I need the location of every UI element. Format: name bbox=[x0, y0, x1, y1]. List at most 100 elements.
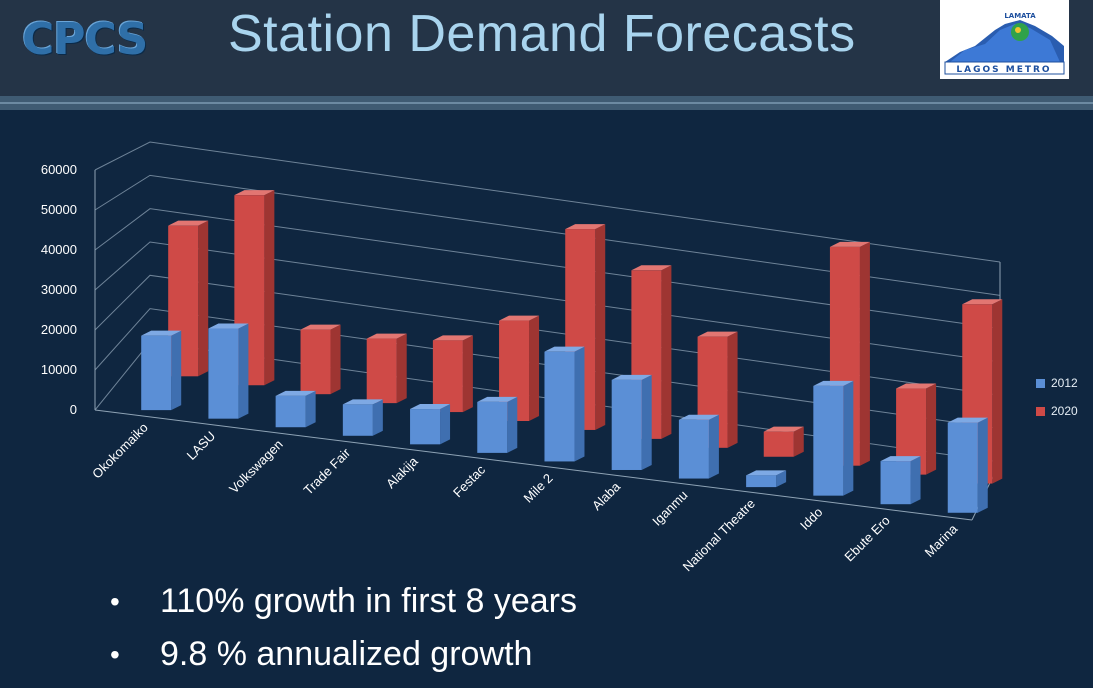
bullet-dot: • bbox=[110, 639, 120, 670]
bar-top-2012 bbox=[410, 404, 451, 410]
bar-side-2020 bbox=[926, 383, 937, 475]
bar-top-2020 bbox=[499, 315, 540, 321]
bar-side-2012 bbox=[372, 399, 383, 436]
bar-side-2020 bbox=[330, 324, 341, 395]
bar-top-2012 bbox=[544, 346, 585, 352]
bar-side-2012 bbox=[776, 470, 787, 488]
bar-side-2020 bbox=[992, 299, 1003, 484]
bar-top-2020 bbox=[829, 241, 870, 247]
bar-side-2012 bbox=[238, 323, 249, 419]
bar-top-2020 bbox=[697, 331, 738, 337]
y-tick-label: 0 bbox=[70, 402, 77, 417]
bar-top-2012 bbox=[880, 456, 921, 462]
bar-top-2012 bbox=[342, 399, 383, 405]
chart-svg: 0 10000 20000 30000 40000 50000 60000 Okokomaik… bbox=[41, 141, 1003, 574]
x-tick-label: Alakija bbox=[383, 453, 421, 491]
bar-side-2012 bbox=[708, 414, 719, 479]
bar-2020 bbox=[763, 431, 794, 457]
bar-top-2020 bbox=[432, 335, 473, 341]
bar-top-2020 bbox=[234, 190, 275, 196]
x-tick-label: Okokomaiko bbox=[89, 420, 151, 482]
bar-top-2020 bbox=[962, 299, 1003, 305]
bar-2012 bbox=[477, 401, 508, 453]
x-tick-label: Festac bbox=[450, 462, 489, 501]
bar-top-2012 bbox=[813, 380, 854, 386]
bar-side-2012 bbox=[305, 390, 316, 428]
bar-2012 bbox=[544, 351, 575, 462]
y-tick-label: 30000 bbox=[41, 282, 77, 297]
bar-2012 bbox=[611, 379, 642, 470]
bar-2012 bbox=[813, 385, 844, 496]
header-bar: CPCS Station Demand Forecasts LAMATA LAG… bbox=[0, 0, 1093, 96]
bar-top-2020 bbox=[896, 383, 937, 389]
gridline bbox=[94, 241, 1001, 363]
bullet-dot: • bbox=[110, 586, 120, 617]
bar-2012 bbox=[746, 475, 777, 488]
y-tick-label: 50000 bbox=[41, 202, 77, 217]
legend-item-2020: 2020 bbox=[1036, 404, 1078, 418]
bar-side-2020 bbox=[198, 220, 209, 377]
page-title: Station Demand Forecasts bbox=[228, 5, 856, 63]
bar-2012 bbox=[141, 335, 172, 411]
y-tick-label: 40000 bbox=[41, 242, 77, 257]
y-tick-label: 10000 bbox=[41, 362, 77, 377]
bar-side-2012 bbox=[507, 396, 518, 453]
chart: 0 10000 20000 30000 40000 50000 60000 Okokomaik… bbox=[0, 110, 1093, 580]
bar-2012 bbox=[275, 395, 306, 428]
bar-top-2020 bbox=[300, 324, 341, 330]
legend-swatch-2012 bbox=[1036, 379, 1045, 388]
bar-top-2012 bbox=[275, 390, 316, 396]
x-tick-label: Mile 2 bbox=[520, 471, 555, 506]
bar-2020 bbox=[300, 329, 331, 395]
x-tick-label: Trade Fair bbox=[301, 445, 354, 498]
x-tick-label: Iddo bbox=[797, 504, 826, 533]
bar-2020 bbox=[432, 340, 463, 413]
bar-top-2020 bbox=[763, 426, 804, 432]
x-tick-label: National Theatre bbox=[680, 496, 758, 574]
bar-side-2020 bbox=[264, 190, 275, 386]
bar-2012 bbox=[410, 409, 441, 445]
bar-side-2012 bbox=[641, 374, 652, 470]
lagos-metro-logo: LAMATA LAGOS METRO bbox=[940, 0, 1069, 79]
bar-2012 bbox=[678, 419, 709, 479]
bar-side-2012 bbox=[910, 456, 921, 505]
bar-side-2012 bbox=[977, 417, 988, 513]
bar-side-2012 bbox=[440, 404, 451, 445]
bar-side-2020 bbox=[529, 315, 540, 422]
gridline bbox=[94, 208, 1001, 330]
legend-swatch-2020 bbox=[1036, 407, 1045, 416]
gridline bbox=[94, 141, 1001, 263]
x-tick-label: LASU bbox=[184, 428, 219, 463]
bar-side-2020 bbox=[661, 265, 672, 439]
legend-label-2020: 2020 bbox=[1051, 404, 1078, 418]
header-stripe-line bbox=[0, 102, 1093, 104]
gridline bbox=[94, 174, 1001, 296]
bar-side-2012 bbox=[171, 330, 182, 411]
bullet-item: • 9.8 % annualized growth bbox=[110, 635, 1010, 688]
bar-top-2012 bbox=[477, 396, 518, 402]
bar-top-2020 bbox=[168, 220, 209, 226]
bar-2012 bbox=[342, 404, 373, 436]
bar-side-2012 bbox=[843, 380, 854, 496]
bullet-item: • 110% growth in first 8 years bbox=[110, 582, 1010, 635]
bar-top-2012 bbox=[208, 323, 249, 329]
bar-2012 bbox=[208, 328, 239, 419]
bar-top-2012 bbox=[678, 414, 719, 420]
bar-top-2020 bbox=[366, 333, 407, 339]
legend-item-2012: 2012 bbox=[1036, 376, 1078, 390]
logo-label: LAGOS METRO bbox=[956, 65, 1051, 75]
y-tick-label: 60000 bbox=[41, 162, 77, 177]
x-tick-label: Volkswagen bbox=[226, 437, 286, 497]
bar-side-2020 bbox=[595, 224, 606, 430]
x-tick-label: Ebute Ero bbox=[841, 513, 892, 564]
bar-2012 bbox=[880, 461, 911, 505]
bar-top-2012 bbox=[611, 374, 652, 380]
y-tick-label: 20000 bbox=[41, 322, 77, 337]
x-tick-label: Alaba bbox=[589, 478, 624, 513]
bar-side-2020 bbox=[727, 331, 738, 448]
bar-side-2020 bbox=[859, 241, 870, 466]
logo-arc-text: LAMATA bbox=[1004, 12, 1036, 20]
cpcs-logo: CPCS bbox=[22, 14, 148, 65]
x-tick-label: Marina bbox=[922, 521, 961, 560]
bullet-list: • 110% growth in first 8 years • 9.8 % a… bbox=[110, 582, 1010, 688]
